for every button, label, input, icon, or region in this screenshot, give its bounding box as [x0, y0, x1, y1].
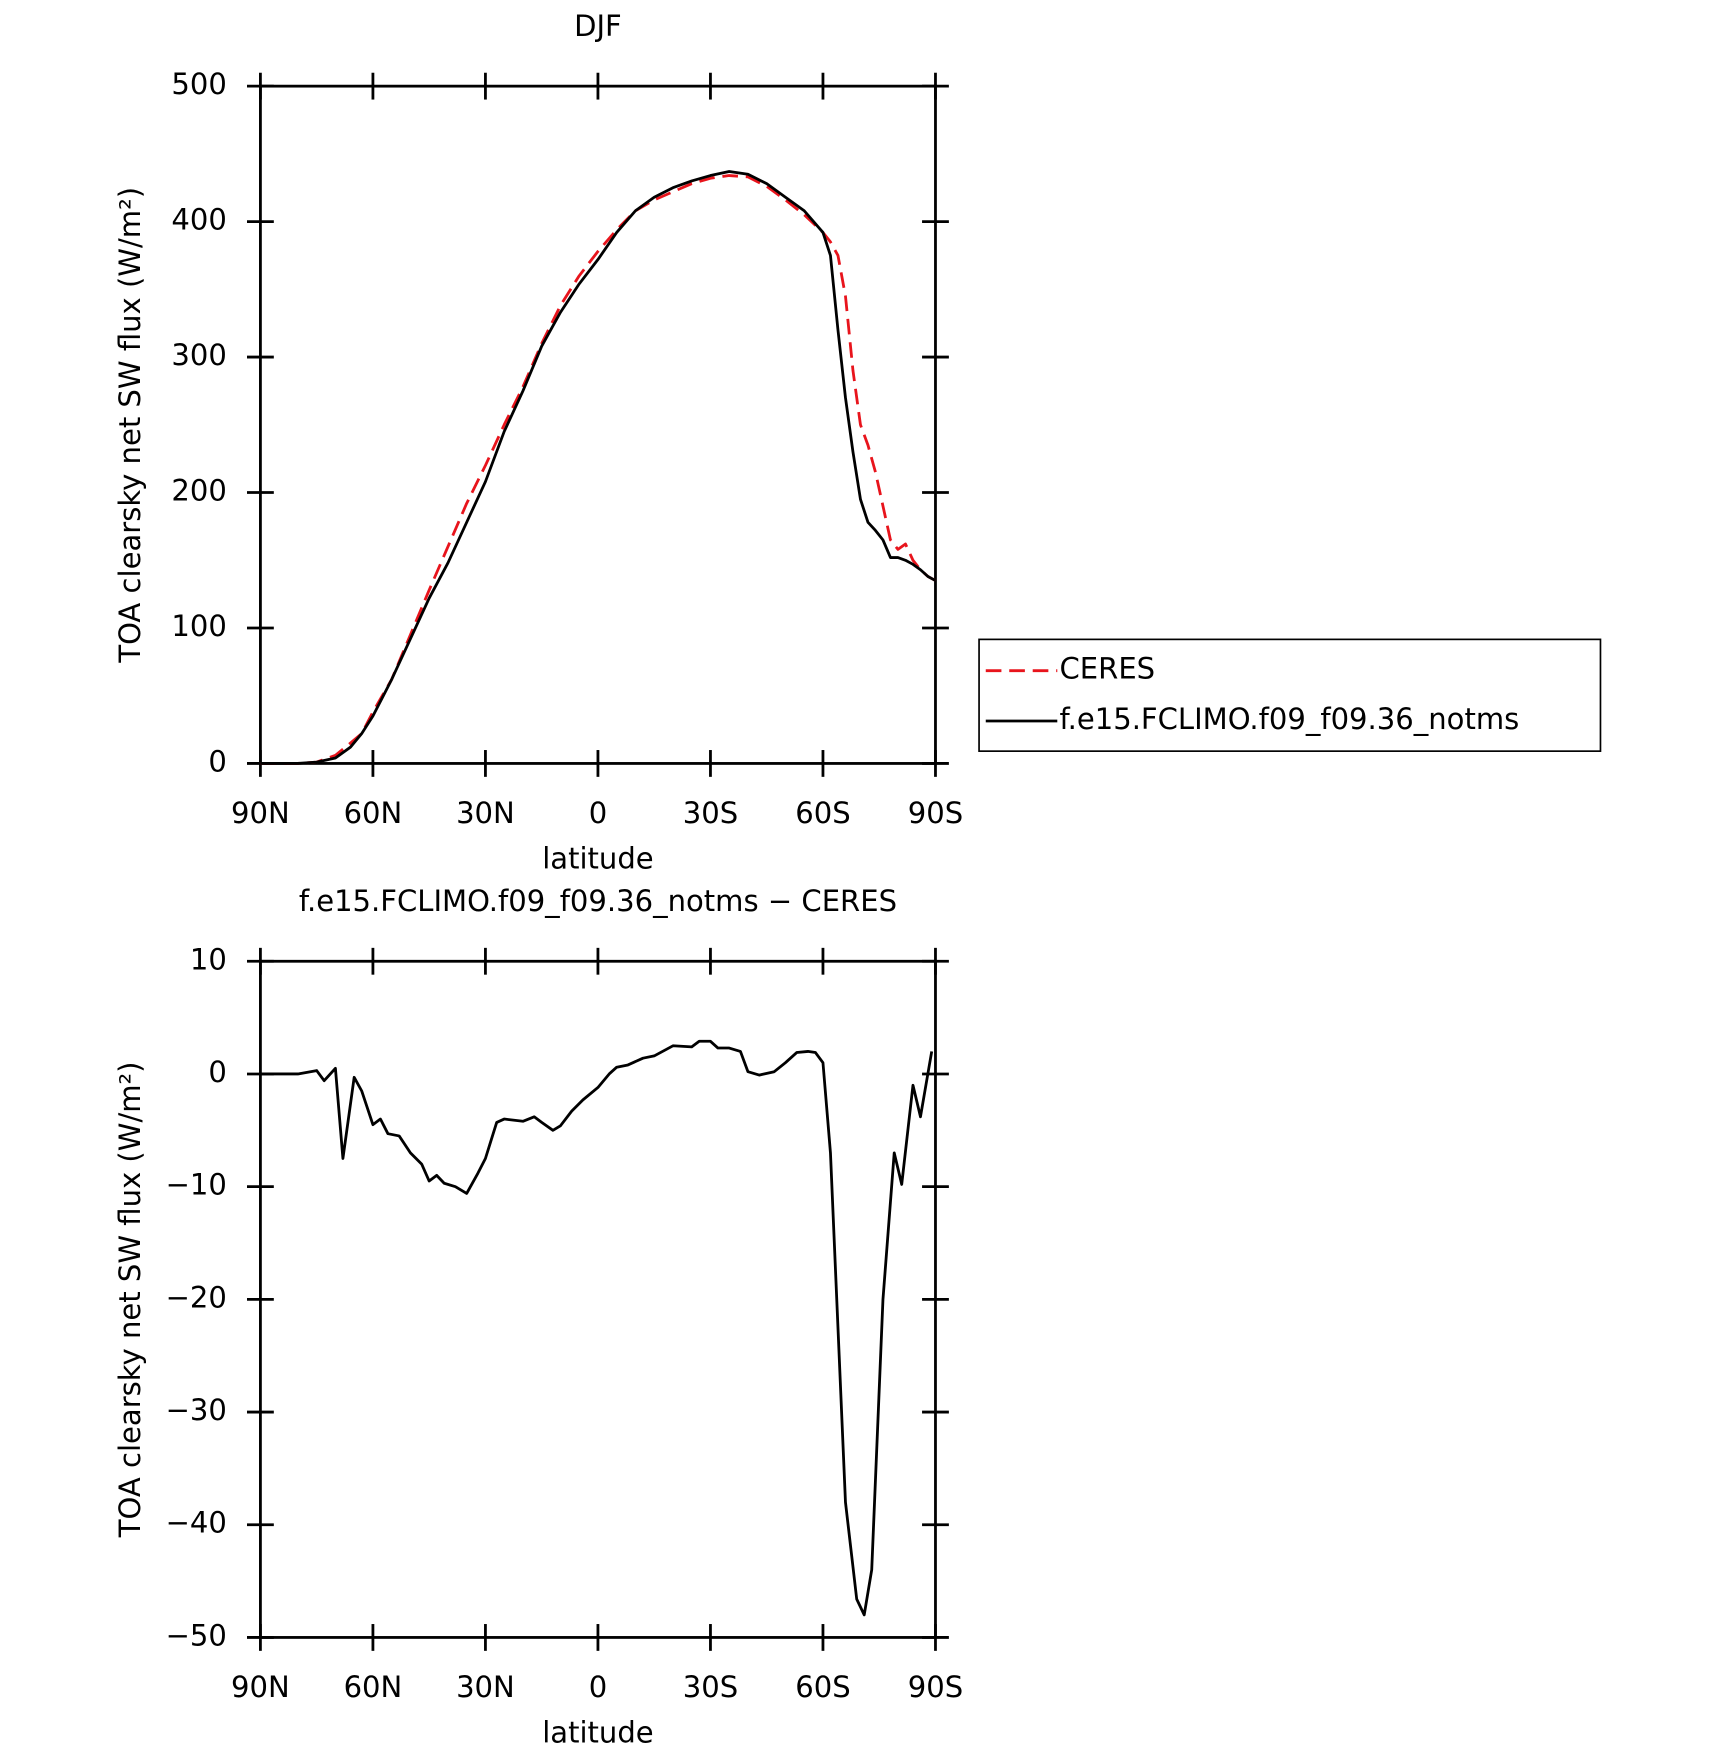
y-tick-label: 400: [171, 203, 226, 237]
y-tick-label: 0: [208, 1055, 226, 1089]
plot-frame: [259, 84, 937, 765]
x-tick-label: 90S: [908, 1670, 963, 1704]
x-tick-label: 60N: [344, 1670, 403, 1704]
x-tick-label: 30N: [456, 796, 515, 830]
x-tick-label: 60N: [344, 796, 403, 830]
y-tick-label: −50: [166, 1618, 227, 1652]
x-tick-label: 0: [589, 1670, 607, 1704]
data-line: [260, 170, 937, 765]
x-tick-label: 60S: [795, 796, 850, 830]
y-tick-label: −40: [166, 1506, 227, 1540]
y-tick-label: 300: [171, 338, 226, 372]
chart-title: f.e15.FCLIMO.f09_f09.36_notms − CERES: [299, 884, 897, 918]
x-tick-label: 30S: [683, 1670, 738, 1704]
y-tick-label: 200: [171, 474, 226, 508]
y-tick-label: −20: [166, 1280, 227, 1314]
x-tick-label: 90S: [908, 796, 963, 830]
x-tick-label: 60S: [795, 1670, 850, 1704]
x-tick-label: 30N: [456, 1670, 515, 1704]
legend-box: [978, 638, 1602, 752]
x-tick-label: 90N: [231, 796, 290, 830]
y-axis-label: TOA clearsky net SW flux (W/m²): [113, 1061, 147, 1538]
x-axis-label: latitude: [542, 842, 653, 876]
data-line: [260, 1039, 934, 1617]
chart-title: DJF: [574, 9, 622, 43]
legend-label: f.e15.FCLIMO.f09_f09.36_notms: [1060, 702, 1520, 736]
data-line: [260, 174, 937, 765]
y-tick-label: 100: [171, 609, 226, 643]
x-axis-label: latitude: [542, 1716, 653, 1750]
y-tick-label: 500: [171, 67, 226, 101]
y-tick-label: 10: [190, 942, 227, 976]
x-tick-label: 0: [589, 796, 607, 830]
y-tick-label: 0: [208, 744, 226, 778]
y-axis-label: TOA clearsky net SW flux (W/m²): [113, 187, 147, 664]
y-tick-label: −10: [166, 1168, 227, 1202]
legend-label: CERES: [1060, 652, 1156, 686]
y-tick-label: −30: [166, 1393, 227, 1427]
x-tick-label: 90N: [231, 1670, 290, 1704]
plot-frame: [259, 959, 937, 1639]
x-tick-label: 30S: [683, 796, 738, 830]
